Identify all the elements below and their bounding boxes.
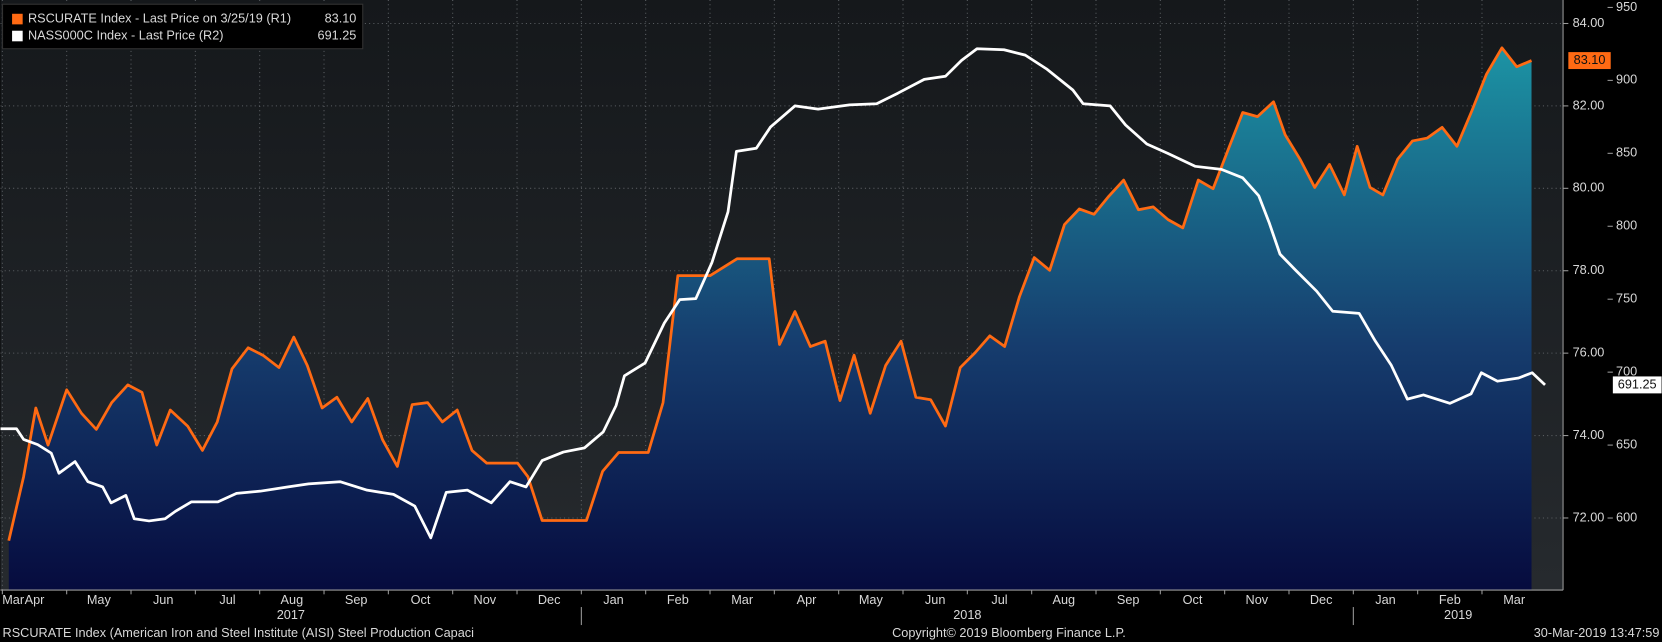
x-tick-label: Feb (1439, 592, 1461, 607)
last-value-label: 691.25 (1618, 376, 1657, 391)
y2-tick-label: 700 (1616, 364, 1637, 379)
series-line (7, 46, 1533, 541)
footer-copyright: Copyright© 2019 Bloomberg Finance L.P. (892, 625, 1126, 640)
y2-tick-label: 750 (1616, 291, 1637, 306)
y-tick-label: 82.00 (1573, 97, 1605, 112)
legend-box (2, 3, 364, 50)
year-label: 2017 (277, 607, 305, 622)
x-tick-label: Sep (345, 592, 368, 607)
x-tick-label: Jul (991, 592, 1007, 607)
x-tick-label: Jan (603, 592, 623, 607)
footer-timestamp: 30-Mar-2019 13:47:59 (1534, 625, 1660, 640)
x-tick-label: Aug (281, 592, 304, 607)
y2-tick-label: 950 (1616, 0, 1637, 14)
year-label: 2019 (1444, 607, 1472, 622)
legend-swatch (12, 13, 23, 25)
x-tick-label: Mar (731, 592, 754, 607)
x-tick-label: Nov (1246, 592, 1269, 607)
legend-value: 83.10 (325, 10, 357, 25)
x-tick-label: May (87, 592, 112, 607)
x-tick-label: Apr (25, 592, 46, 607)
last-value-tag (1568, 52, 1611, 70)
x-tick-label: Aug (1053, 592, 1076, 607)
legend-swatch (12, 30, 23, 42)
x-tick-label: Jun (925, 592, 945, 607)
x-tick-label: Jul (219, 592, 235, 607)
legend-label: RSCURATE Index - Last Price on 3/25/19 (… (28, 10, 291, 25)
year-label: 2018 (953, 607, 981, 622)
x-tick-label: Jan (1375, 592, 1395, 607)
series-line (0, 47, 1546, 540)
x-tick-label: Feb (667, 592, 689, 607)
legend: RSCURATE Index - Last Price on 3/25/19 (… (12, 10, 356, 42)
last-value-tag (1612, 376, 1662, 394)
footer-source: RSCURATE Index (American Iron and Steel … (3, 625, 474, 640)
x-tick-label: Mar (1503, 592, 1526, 607)
y-tick-label: 78.00 (1573, 262, 1605, 277)
y2-tick-label: 900 (1616, 72, 1637, 87)
x-tick-label: Mar (2, 592, 25, 607)
y2-tick-label: 800 (1616, 218, 1637, 233)
y-tick-label: 72.00 (1573, 509, 1605, 524)
plot-layer (0, 0, 1564, 591)
last-value-label: 83.10 (1574, 52, 1606, 67)
x-tick-label: Nov (474, 592, 497, 607)
x-tick-label: Oct (411, 592, 431, 607)
x-tick-label: May (859, 592, 884, 607)
y-tick-label: 84.00 (1573, 15, 1605, 30)
x-tick-label: Dec (1310, 592, 1333, 607)
y2-tick-label: 850 (1616, 145, 1637, 160)
x-tick-label: Apr (797, 592, 818, 607)
x-tick-label: Jun (153, 592, 173, 607)
y-tick-label: 80.00 (1573, 180, 1605, 195)
y-tick-label: 76.00 (1573, 345, 1605, 360)
legend-value: 691.25 (318, 27, 357, 42)
x-tick-label: Sep (1117, 592, 1140, 607)
x-tick-label: Dec (538, 592, 561, 607)
axes-layer: 72.00 74.00 76.00 78.00 80.00 82.00 84.00 600 65… (1, 0, 1662, 626)
legend-label: NASS000C Index - Last Price (R2) (28, 27, 224, 42)
y2-tick-label: 600 (1616, 509, 1637, 524)
y2-tick-label: 650 (1616, 436, 1637, 451)
y-tick-label: 74.00 (1573, 427, 1605, 442)
x-tick-label: Oct (1183, 592, 1203, 607)
